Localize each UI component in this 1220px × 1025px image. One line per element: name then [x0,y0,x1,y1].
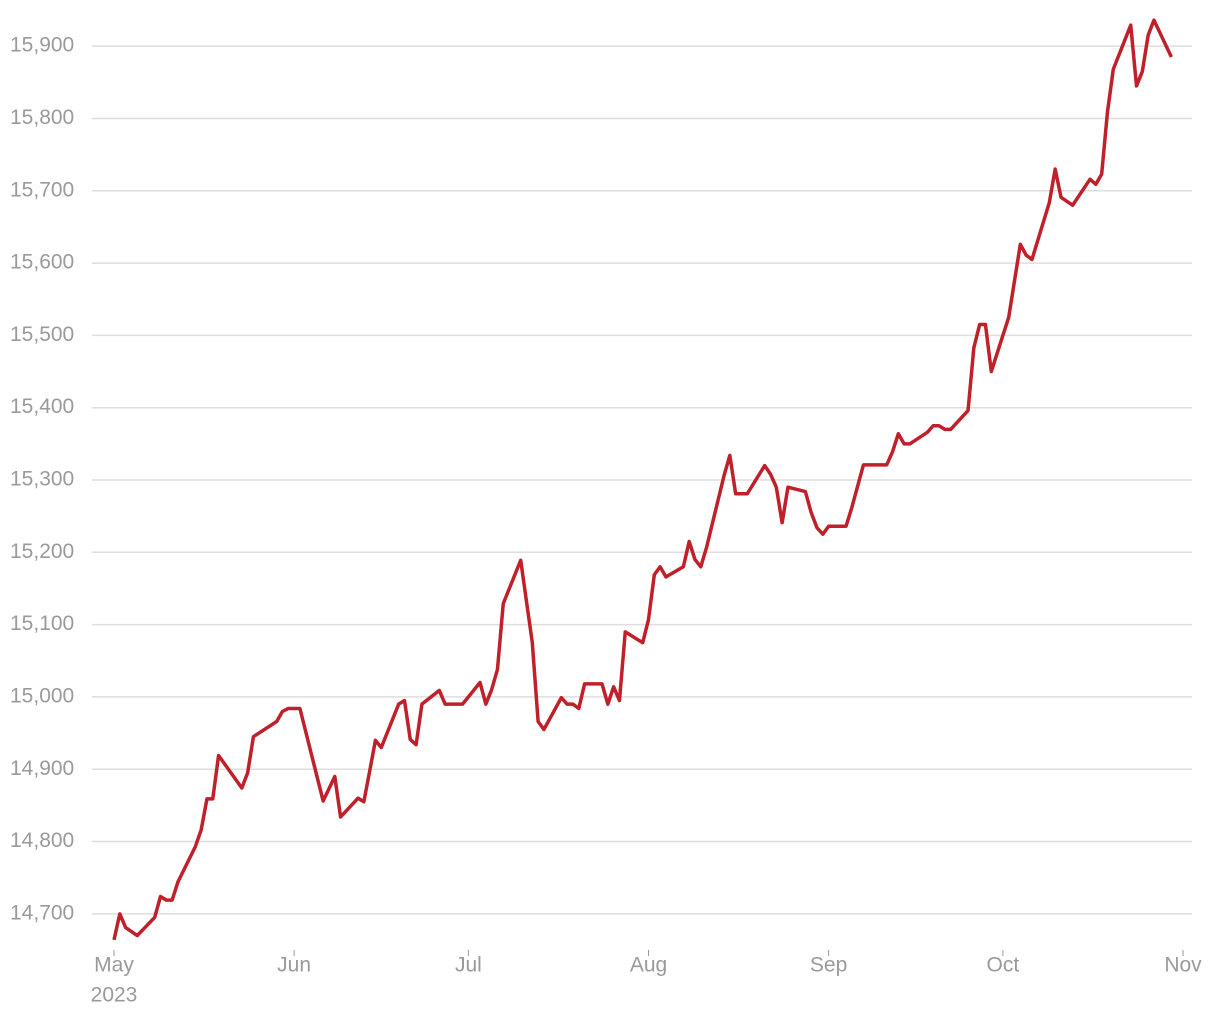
line [112,18,1173,941]
x-tick-label: Aug [630,954,667,977]
x-tick-label: Sep [810,954,847,977]
y-tick-label: 14,800 [10,829,74,852]
x-tick-label: Oct [987,954,1020,977]
y-tick-label: 15,600 [10,251,74,274]
x-tick-label: Jul [455,954,482,977]
x-tick-label: May [94,954,134,977]
y-tick-label: 15,400 [10,395,74,418]
x-tick-label: Jun [277,954,311,977]
x-tick-label: Nov [1164,954,1202,977]
y-tick-label: 15,900 [10,34,74,57]
y-tick-label: 14,900 [10,757,74,780]
y-tick-label: 15,100 [10,612,74,635]
y-tick-label: 15,300 [10,468,74,491]
y-tick-label: 15,700 [10,178,74,201]
y-tick-label: 15,000 [10,684,74,707]
y-tick-label: 15,200 [10,540,74,563]
y-tick-label: 14,700 [10,901,74,924]
y-tick-label: 15,500 [10,323,74,346]
x-year-label: 2023 [91,984,138,1007]
y-tick-label: 15,800 [10,106,74,129]
